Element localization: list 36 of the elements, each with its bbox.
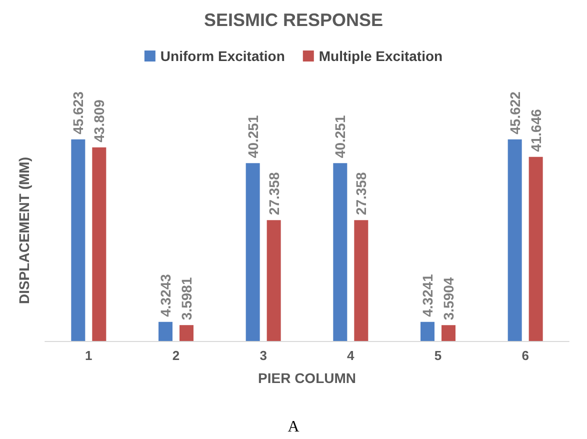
legend-label: Uniform Excitation xyxy=(160,48,285,64)
x-tick-label: 6 xyxy=(522,348,529,363)
bar xyxy=(508,139,522,341)
bar xyxy=(420,322,434,341)
text: A xyxy=(288,418,300,436)
bar xyxy=(180,325,194,341)
data-label: 41.646 xyxy=(528,108,544,152)
data-label: 4.3241 xyxy=(420,274,436,317)
x-tick-label: 2 xyxy=(172,348,180,363)
data-label: 40.251 xyxy=(244,115,261,158)
bar xyxy=(528,156,543,341)
bar xyxy=(354,220,368,341)
data-label: 40.251 xyxy=(332,115,348,158)
bar xyxy=(158,322,172,341)
x-tick-label: 1 xyxy=(85,348,92,363)
bar xyxy=(442,325,456,341)
x-tick-label: 3 xyxy=(260,348,267,363)
data-label: 27.358 xyxy=(266,172,282,216)
chart-title: SEISMIC RESPONSE xyxy=(204,10,384,30)
bar xyxy=(333,163,348,341)
bar xyxy=(246,163,260,341)
x-axis-title: PIER COLUMN xyxy=(258,370,356,386)
data-label: 4.3243 xyxy=(158,274,174,317)
data-label: 45.623 xyxy=(70,91,86,134)
x-tick-label: 4 xyxy=(347,348,356,363)
legend-label: Multiple Excitation xyxy=(318,48,443,64)
x-tick-label: 5 xyxy=(434,348,442,363)
data-label: 3.5904 xyxy=(440,277,456,320)
data-label: 27.358 xyxy=(353,172,370,216)
y-axis-title: DISPLACEMENT (MM) xyxy=(16,157,32,304)
data-label: 3.5981 xyxy=(178,277,194,320)
bar xyxy=(266,220,281,341)
bar xyxy=(92,147,106,341)
data-label: 43.809 xyxy=(91,99,108,142)
bar xyxy=(71,139,86,341)
data-label: 45.622 xyxy=(506,91,523,134)
